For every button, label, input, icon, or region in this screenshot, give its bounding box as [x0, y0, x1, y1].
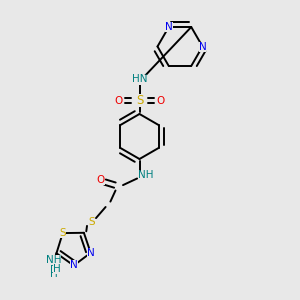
Text: N: N [165, 22, 172, 32]
Text: N: N [70, 260, 78, 271]
Text: O: O [114, 95, 123, 106]
Text: N: N [199, 41, 206, 52]
Text: H: H [50, 269, 57, 279]
Text: NH: NH [138, 170, 154, 181]
Text: S: S [136, 94, 143, 107]
Text: NH: NH [46, 255, 61, 265]
Text: N: N [87, 248, 94, 258]
Text: H: H [50, 262, 57, 272]
Text: O: O [156, 95, 165, 106]
Text: S: S [88, 217, 95, 227]
Text: H: H [53, 264, 61, 274]
Text: HN: HN [132, 74, 147, 85]
Text: S: S [59, 228, 66, 238]
Text: O: O [96, 175, 105, 185]
